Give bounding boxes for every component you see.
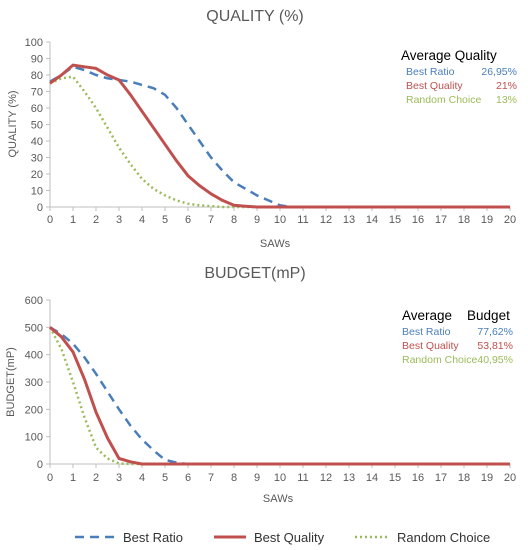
budget-x-tick-label: 16 xyxy=(412,472,424,484)
budget-x-tick-label: 20 xyxy=(504,472,516,484)
budget-y-tick-label: 200 xyxy=(25,404,43,416)
quality-series-random-choice xyxy=(49,75,510,209)
quality-x-tick-label: 19 xyxy=(481,214,493,226)
quality-y-tick-label: 80 xyxy=(31,70,43,82)
budget-x-tick-label: 10 xyxy=(274,472,286,484)
budget-x-tick-label: 8 xyxy=(231,472,237,484)
legend-label-random-choice: Random Choice xyxy=(397,530,490,545)
quality-y-tick-label: 60 xyxy=(31,103,43,115)
quality-x-tick-label: 1 xyxy=(70,214,76,226)
budget-x-tick-label: 5 xyxy=(162,472,168,484)
quality-x-tick-label: 18 xyxy=(458,214,470,226)
quality-y-tick-label: 30 xyxy=(31,153,43,165)
quality-average-heading: Average Quality xyxy=(401,48,497,63)
quality-average-label-best-ratio: Best Ratio xyxy=(406,66,455,78)
quality-y-tick-label: 90 xyxy=(31,54,43,66)
budget-y-tick-label: 500 xyxy=(25,322,43,334)
budget-x-tick-label: 2 xyxy=(93,472,99,484)
quality-y-tick-label: 70 xyxy=(31,87,43,99)
quality-y-tick-label: 40 xyxy=(31,136,43,148)
quality-series-lines xyxy=(49,63,510,209)
quality-average-box: Average Quality Best Ratio 26,95% Best Q… xyxy=(401,48,517,106)
budget-x-tick-label: 15 xyxy=(389,472,401,484)
quality-y-tick-label: 100 xyxy=(25,37,43,49)
budget-chart-title: BUDGET(mP) xyxy=(204,265,305,282)
budget-x-tick-label: 1 xyxy=(70,472,76,484)
quality-average-label-random-choice: Random Choice xyxy=(406,94,481,106)
budget-series-best-quality xyxy=(49,326,510,466)
quality-y-axis-label: QUALITY (%) xyxy=(7,90,19,157)
budget-y-tick-label: 400 xyxy=(25,350,43,362)
budget-x-tick-label: 3 xyxy=(116,472,122,484)
quality-x-tick-label: 10 xyxy=(274,214,286,226)
quality-y-tick-label: 10 xyxy=(31,186,43,198)
quality-y-tick-label: 50 xyxy=(31,120,43,132)
budget-x-tick-label: 7 xyxy=(208,472,214,484)
budget-x-tick-label: 11 xyxy=(297,472,308,484)
quality-x-tick-label: 7 xyxy=(208,214,214,226)
quality-series-best-quality xyxy=(49,63,510,209)
budget-series-lines xyxy=(48,326,510,466)
quality-average-value-random-choice: 13% xyxy=(496,94,517,106)
quality-x-tick-label: 6 xyxy=(185,214,191,226)
quality-x-tick-label: 20 xyxy=(504,214,516,226)
quality-x-tick-label: 8 xyxy=(231,214,237,226)
quality-x-tick-label: 9 xyxy=(254,214,260,226)
budget-x-axis-label: SAWs xyxy=(263,493,294,505)
quality-x-tick-label: 15 xyxy=(389,214,401,226)
budget-average-label-random-choice: Random Choice xyxy=(402,354,477,366)
budget-x-tick-label: 19 xyxy=(481,472,493,484)
budget-average-heading: Average Budget xyxy=(402,308,510,323)
quality-average-value-best-ratio: 26,95% xyxy=(481,66,517,78)
budget-x-tick-label: 14 xyxy=(366,472,378,484)
quality-chart-title: QUALITY (%) xyxy=(206,8,304,25)
budget-average-label-best-ratio: Best Ratio xyxy=(402,326,451,338)
legend-label-best-quality: Best Quality xyxy=(254,530,325,545)
budget-x-tick-label: 0 xyxy=(47,472,53,484)
budget-chart: BUDGET(mP) BUDGET(mP) SAWs 0100200300400… xyxy=(5,265,516,505)
budget-average-value-best-quality: 53,81% xyxy=(477,340,513,352)
quality-average-value-best-quality: 21% xyxy=(496,80,517,92)
quality-x-tick-label: 3 xyxy=(116,214,122,226)
quality-x-tick-label: 14 xyxy=(366,214,378,226)
budget-x-tick-label: 13 xyxy=(343,472,355,484)
quality-y-tick-label: 0 xyxy=(37,202,43,214)
legend: Best Ratio Best Quality Random Choice xyxy=(75,530,490,545)
budget-average-value-best-ratio: 77,62% xyxy=(477,326,513,338)
quality-x-tick-label: 2 xyxy=(93,214,99,226)
quality-x-tick-label: 16 xyxy=(412,214,424,226)
quality-chart: QUALITY (%) QUALITY (%) SAWs 01020304050… xyxy=(7,8,517,250)
legend-label-best-ratio: Best Ratio xyxy=(123,530,183,545)
budget-x-tick-label: 4 xyxy=(139,472,145,484)
budget-x-tick-label: 6 xyxy=(185,472,191,484)
quality-x-axis-label: SAWs xyxy=(260,238,291,250)
quality-y-tick-label: 20 xyxy=(31,169,43,181)
budget-y-tick-label: 600 xyxy=(25,295,43,307)
budget-y-tick-label: 100 xyxy=(25,432,43,444)
quality-x-tick-label: 4 xyxy=(139,214,145,226)
quality-x-tick-label: 5 xyxy=(162,214,168,226)
quality-x-tick-label: 13 xyxy=(343,214,355,226)
budget-x-tick-label: 17 xyxy=(435,472,447,484)
budget-y-axis-label: BUDGET(mP) xyxy=(5,347,17,417)
budget-y-tick-label: 300 xyxy=(25,377,43,389)
quality-average-label-best-quality: Best Quality xyxy=(406,80,463,92)
quality-x-tick-label: 17 xyxy=(435,214,447,226)
budget-x-tick-label: 12 xyxy=(320,472,332,484)
budget-average-box: Average Budget Best Ratio 77,62% Best Qu… xyxy=(402,308,513,366)
budget-average-label-best-quality: Best Quality xyxy=(402,340,459,352)
quality-x-tick-label: 0 xyxy=(47,214,53,226)
budget-x-tick-label: 18 xyxy=(458,472,470,484)
budget-x-tick-label: 9 xyxy=(254,472,260,484)
quality-x-tick-label: 11 xyxy=(297,214,308,226)
budget-average-value-random-choice: 40,95% xyxy=(477,354,513,366)
budget-y-tick-label: 0 xyxy=(37,459,43,471)
quality-x-tick-label: 12 xyxy=(320,214,332,226)
